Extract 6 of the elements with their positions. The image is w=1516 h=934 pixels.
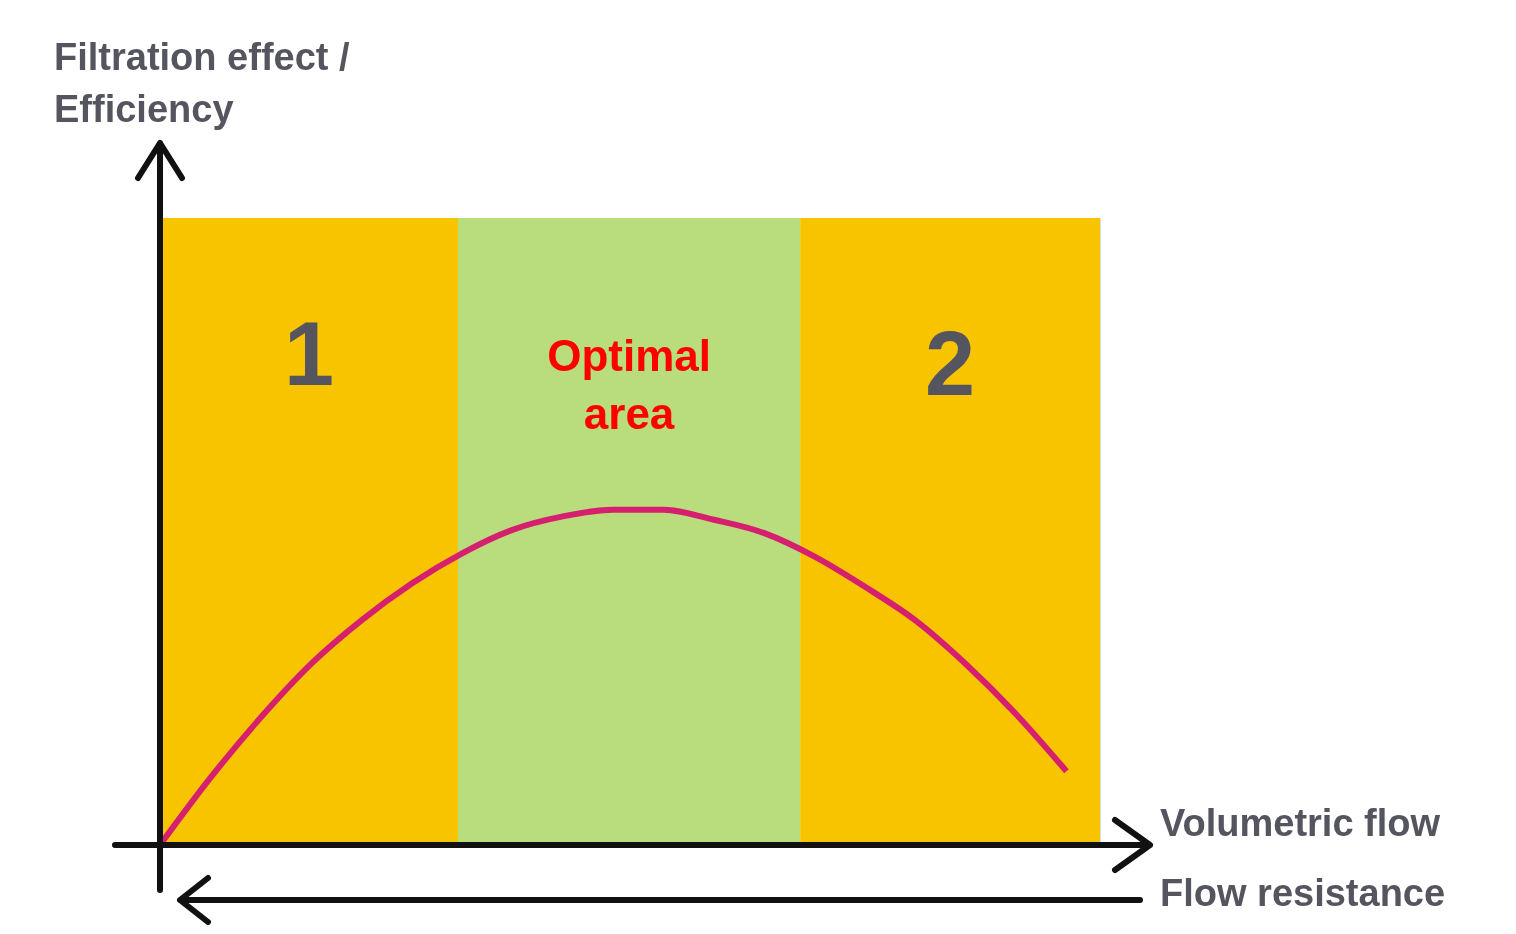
text: Flow resistance	[1160, 872, 1446, 914]
text: Filtration effect / Efficiency	[54, 36, 351, 130]
text: Optimal area	[547, 331, 711, 438]
x-axis-title: Volumetric flow	[1160, 802, 1441, 844]
text: 1	[283, 304, 335, 404]
text: 2	[925, 314, 976, 414]
